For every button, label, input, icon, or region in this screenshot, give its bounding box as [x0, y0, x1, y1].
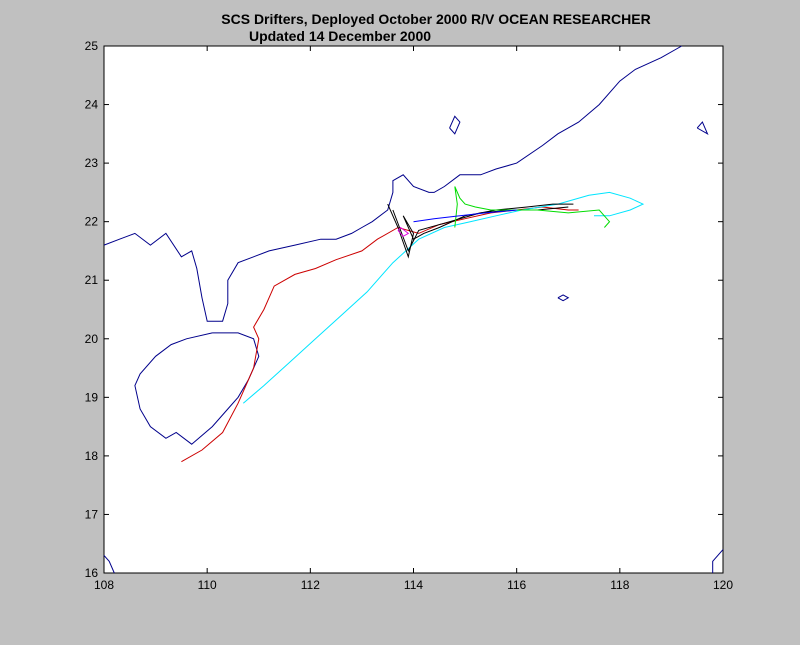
y-tick-label: 19	[85, 390, 99, 404]
coastline-5	[557, 294, 570, 302]
coastline-7	[712, 549, 724, 573]
coastline-3	[449, 115, 461, 135]
x-tick-label: 108	[94, 578, 114, 592]
coastline-6	[103, 555, 115, 574]
drifter-track-3	[387, 203, 574, 259]
plot-area	[103, 45, 724, 574]
y-tick-label: 16	[85, 566, 99, 580]
chart-subtitle: Updated 14 December 2000	[248, 28, 432, 44]
y-tick-label: 22	[85, 215, 99, 229]
y-tick-label: 17	[85, 507, 99, 521]
y-tick-label: 20	[85, 332, 99, 346]
y-tick-label: 21	[85, 273, 99, 287]
coastline-4	[696, 121, 709, 135]
drifter-track-2	[242, 191, 645, 404]
y-tick-label: 23	[85, 156, 99, 170]
drifter-track-7	[413, 209, 517, 223]
drifter-tracks-layer	[181, 186, 645, 463]
coastline-1	[103, 45, 682, 322]
coastline-layer	[103, 45, 724, 574]
drifter-track-5	[454, 186, 611, 228]
coastline-2	[134, 332, 260, 445]
x-tick-label: 120	[713, 578, 733, 592]
y-tick-label: 18	[85, 449, 99, 463]
y-tick-labels: 16 17 18 19 20 21 22 23 24 25	[85, 39, 99, 580]
x-tick-label: 112	[301, 578, 320, 592]
axis-ticks	[103, 45, 724, 574]
x-tick-label: 114	[404, 578, 423, 592]
chart-title: SCS Drifters, Deployed October 2000 R/V …	[221, 11, 651, 27]
x-tick-labels: 108 110 112 114 116 118 120	[94, 578, 733, 592]
drifter-track-6	[397, 226, 410, 237]
x-tick-label: 118	[610, 578, 629, 592]
x-tick-label: 110	[198, 578, 217, 592]
y-tick-label: 24	[85, 98, 99, 112]
x-tick-label: 116	[507, 578, 526, 592]
y-tick-label: 25	[85, 39, 99, 53]
